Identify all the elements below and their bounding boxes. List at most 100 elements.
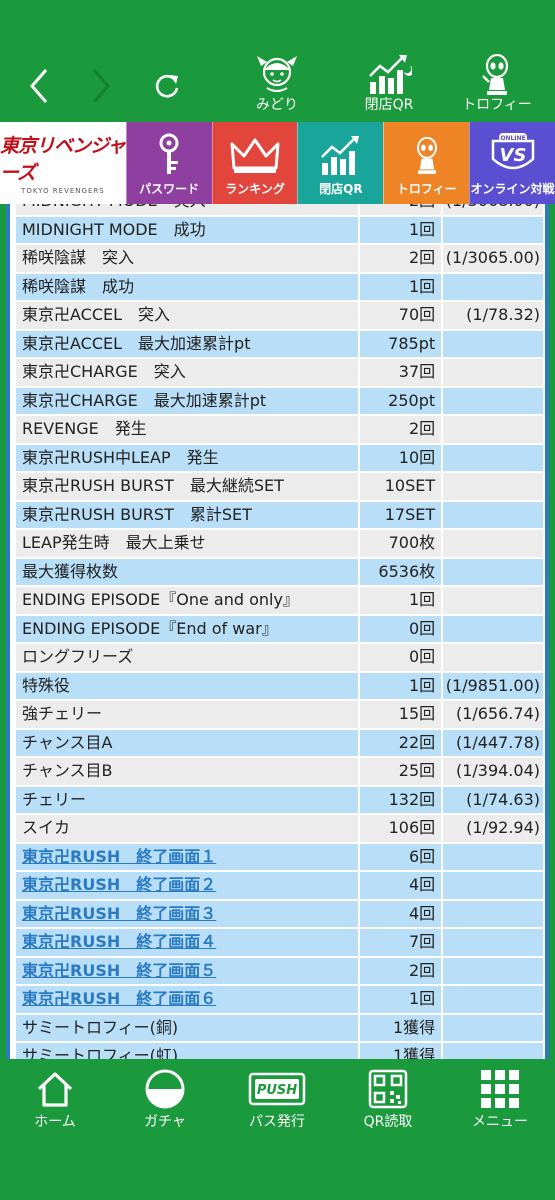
- table-row: 稀咲陰謀 成功 1回: [16, 273, 543, 303]
- stat-name: REVENGE 発生: [16, 416, 359, 443]
- menu-grid-icon: [481, 1070, 519, 1108]
- stat-value: 2回: [360, 957, 442, 984]
- table-row[interactable]: 東京卍RUSH 終了画面３ 4回: [16, 900, 543, 930]
- nav-pass-issue[interactable]: PUSH パス発行: [227, 1067, 327, 1133]
- table-row: 特殊役 1回 (1/9851.00): [16, 672, 543, 702]
- stat-probability: [443, 872, 543, 899]
- vs-text: VS: [499, 145, 526, 166]
- stat-value: 1回: [360, 273, 442, 300]
- stat-name: 東京卍CHARGE 突入: [16, 359, 359, 386]
- table-row[interactable]: 東京卍RUSH 終了画面２ 4回: [16, 872, 543, 901]
- stat-name-link[interactable]: 東京卍RUSH 終了画面２: [16, 872, 359, 899]
- stat-value: 22回: [360, 729, 442, 756]
- nav-home[interactable]: ホーム: [5, 1067, 105, 1133]
- stat-probability: (1/3065.00): [443, 245, 543, 272]
- stat-value: 132回: [360, 786, 442, 813]
- stat-name-link[interactable]: 東京卍RUSH 終了画面５: [16, 957, 359, 984]
- stat-probability: (1/9851.00): [443, 672, 543, 699]
- trophy-button[interactable]: トロフィー: [452, 52, 542, 118]
- stat-value: 4回: [360, 872, 442, 899]
- stat-value: 0回: [360, 615, 442, 642]
- table-row[interactable]: 東京卍RUSH 終了画面４ 7回: [16, 929, 543, 958]
- stat-probability: [443, 843, 543, 870]
- back-button[interactable]: [14, 60, 64, 112]
- stat-name: チェリー: [16, 786, 359, 813]
- table-row: チェリー 132回 (1/74.63): [16, 786, 543, 816]
- tile-password[interactable]: パスワード: [125, 122, 212, 204]
- stat-value: 106回: [360, 815, 442, 842]
- stat-name: サミートロフィー(虹): [16, 1043, 359, 1059]
- stat-value: 37回: [360, 359, 442, 386]
- stat-name-link[interactable]: 東京卍RUSH 終了画面６: [16, 986, 359, 1013]
- vs-online-text: ONLINE: [500, 135, 525, 142]
- stat-probability: [443, 986, 543, 1013]
- stat-name: 特殊役: [16, 672, 359, 699]
- stat-probability: [443, 387, 543, 414]
- reload-icon: [155, 74, 179, 98]
- stat-name: チャンス目B: [16, 758, 359, 785]
- stat-probability: [443, 473, 543, 500]
- tile-online-battle[interactable]: ONLINE VS オンライン対戦: [469, 122, 555, 204]
- tile-ranking[interactable]: ランキング: [211, 122, 298, 204]
- stat-name-link[interactable]: 東京卍RUSH 終了画面４: [16, 929, 359, 956]
- brand-logo-text: 東京リベンジャーズ: [0, 135, 126, 184]
- stat-value: 17SET: [360, 501, 442, 528]
- stat-name: 東京卍RUSH BURST 最大継続SET: [16, 473, 359, 500]
- stat-value: 6回: [360, 843, 442, 870]
- stat-value: 0回: [360, 644, 442, 671]
- stat-probability: [443, 558, 543, 585]
- stat-name: スイカ: [16, 815, 359, 842]
- tile-trophy[interactable]: トロフィー: [383, 122, 470, 204]
- tile-ranking-label: ランキング: [225, 182, 285, 196]
- midori-character-icon: [257, 56, 297, 92]
- stat-name: 東京卍ACCEL 突入: [16, 302, 359, 329]
- closing-qr-label: 閉店QR: [364, 97, 414, 113]
- stat-value: 15回: [360, 701, 442, 728]
- table-row: 強チェリー 15回 (1/656.74): [16, 701, 543, 730]
- nav-menu[interactable]: メニュー: [450, 1067, 550, 1133]
- push-ticket-icon: PUSH: [248, 1072, 306, 1106]
- table-row: 東京卍ACCEL 突入 70回 (1/78.32): [16, 302, 543, 331]
- stat-value: 1獲得: [360, 1014, 442, 1041]
- tile-closing-qr[interactable]: 閉店QR: [297, 122, 384, 204]
- stat-probability: [443, 900, 543, 927]
- stat-name-link[interactable]: 東京卍RUSH 終了画面３: [16, 900, 359, 927]
- midori-label: みどり: [256, 97, 298, 113]
- stat-probability: [443, 444, 543, 471]
- stat-probability: [443, 416, 543, 443]
- stat-name: 東京卍RUSH中LEAP 発生: [16, 444, 359, 471]
- table-row[interactable]: 東京卍RUSH 終了画面６ 1回: [16, 986, 543, 1015]
- gacha-capsule-icon: [145, 1069, 185, 1109]
- table-row: LEAP発生時 最大上乗せ 700枚: [16, 530, 543, 559]
- stat-value: 785pt: [360, 330, 442, 357]
- stat-value: 10回: [360, 444, 442, 471]
- stat-name-link[interactable]: 東京卍RUSH 終了画面１: [16, 843, 359, 870]
- table-row: 東京卍CHARGE 突入 37回: [16, 359, 543, 388]
- stat-probability: [443, 530, 543, 557]
- stat-value: 1回: [360, 587, 442, 614]
- stat-name: 東京卍ACCEL 最大加速累計pt: [16, 330, 359, 357]
- table-row[interactable]: 東京卍RUSH 終了画面５ 2回: [16, 957, 543, 987]
- midori-button[interactable]: みどり: [232, 52, 322, 118]
- stat-value: 1回: [360, 986, 442, 1013]
- table-row: 東京卍RUSH BURST 累計SET 17SET: [16, 501, 543, 531]
- reload-button[interactable]: [142, 60, 192, 112]
- stat-value: 4回: [360, 900, 442, 927]
- table-row: ENDING EPISODE『One and only』 1回: [16, 587, 543, 616]
- table-row[interactable]: 東京卍RUSH 終了画面１ 6回: [16, 843, 543, 873]
- nav-gacha[interactable]: ガチャ: [115, 1067, 215, 1133]
- nav-qr-read[interactable]: QR読取: [338, 1067, 438, 1133]
- table-row: チャンス目B 25回 (1/394.04): [16, 758, 543, 787]
- stat-value: 1獲得: [360, 1043, 442, 1059]
- trophy-label: トロフィー: [462, 97, 532, 113]
- stat-name: ロングフリーズ: [16, 644, 359, 671]
- stat-value: 25回: [360, 758, 442, 785]
- stat-name: チャンス目A: [16, 729, 359, 756]
- brand-logo[interactable]: 東京リベンジャーズ TOKYO REVENGERS: [0, 122, 126, 204]
- closing-qr-button[interactable]: 閉店QR: [344, 52, 434, 118]
- forward-button[interactable]: [76, 60, 126, 112]
- stat-value: 70回: [360, 302, 442, 329]
